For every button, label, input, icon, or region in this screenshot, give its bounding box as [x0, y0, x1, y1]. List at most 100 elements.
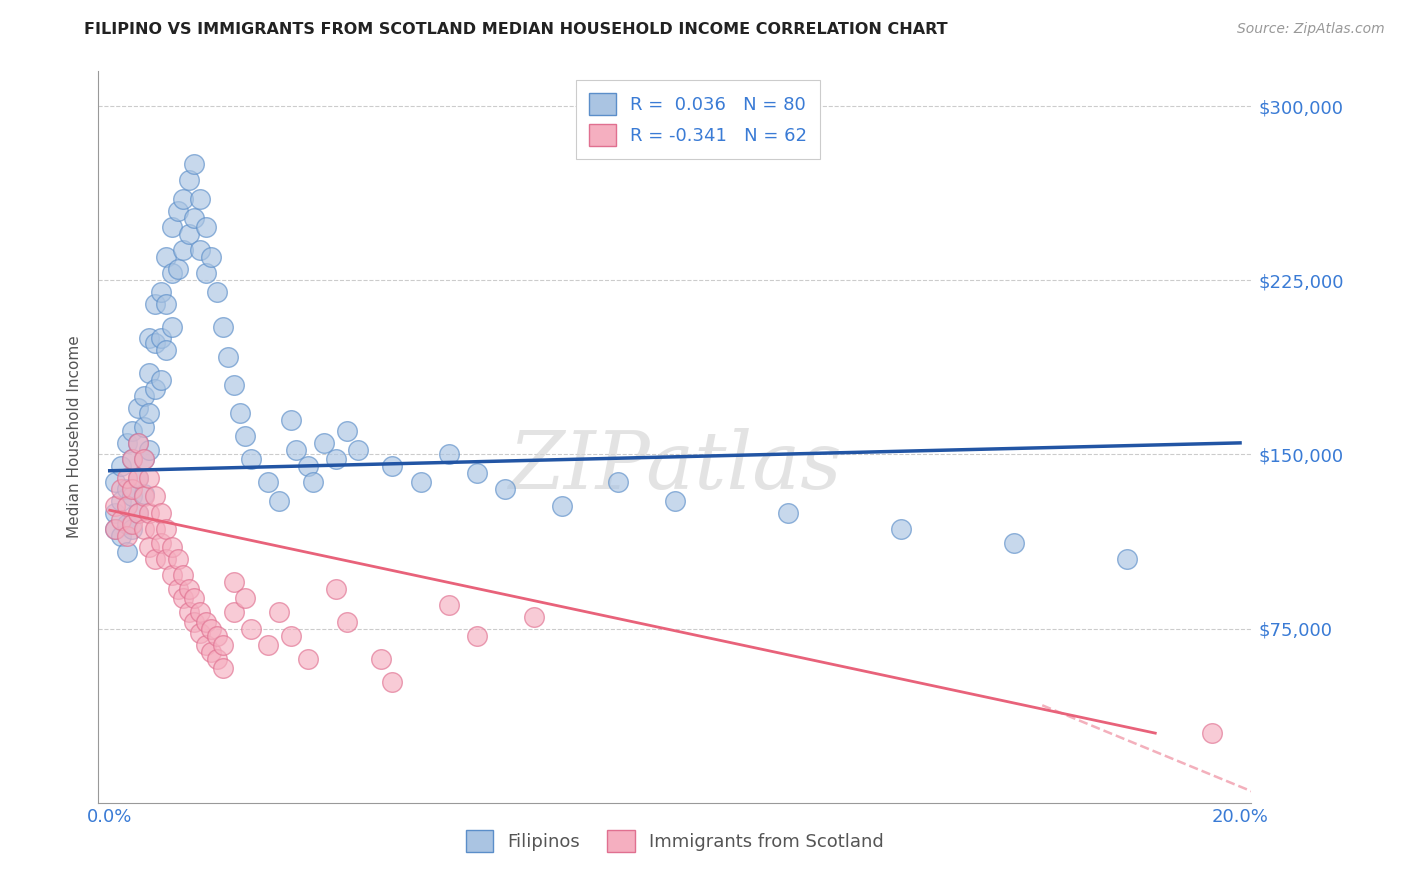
Point — [143, 552, 166, 566]
Point — [127, 436, 149, 450]
Point — [121, 483, 143, 497]
Point — [110, 459, 132, 474]
Point — [607, 475, 630, 490]
Point — [138, 366, 160, 380]
Point — [132, 452, 155, 467]
Point — [166, 203, 188, 218]
Text: Source: ZipAtlas.com: Source: ZipAtlas.com — [1237, 22, 1385, 37]
Point — [127, 506, 149, 520]
Point — [143, 522, 166, 536]
Point — [336, 615, 359, 629]
Point — [160, 541, 183, 555]
Point — [138, 331, 160, 345]
Point — [155, 343, 177, 357]
Point — [240, 622, 263, 636]
Point — [336, 424, 359, 438]
Point — [121, 452, 143, 467]
Point — [104, 499, 127, 513]
Point — [200, 622, 222, 636]
Point — [437, 599, 460, 613]
Point — [205, 285, 228, 299]
Point — [370, 652, 392, 666]
Point — [110, 494, 132, 508]
Point — [104, 475, 127, 490]
Point — [551, 499, 574, 513]
Point — [297, 459, 319, 474]
Point — [127, 506, 149, 520]
Point — [1002, 535, 1025, 549]
Point — [222, 377, 245, 392]
Point — [160, 319, 183, 334]
Point — [132, 489, 155, 503]
Point — [211, 319, 233, 334]
Point — [166, 582, 188, 597]
Point — [127, 436, 149, 450]
Point — [132, 419, 155, 434]
Point — [188, 192, 211, 206]
Point — [115, 436, 138, 450]
Point — [121, 522, 143, 536]
Point — [121, 424, 143, 438]
Point — [211, 661, 233, 675]
Point — [115, 529, 138, 543]
Point — [166, 261, 188, 276]
Legend: Filipinos, Immigrants from Scotland: Filipinos, Immigrants from Scotland — [458, 823, 891, 860]
Point — [183, 591, 205, 606]
Point — [143, 296, 166, 310]
Point — [104, 522, 127, 536]
Point — [285, 442, 308, 457]
Point — [240, 452, 263, 467]
Point — [160, 568, 183, 582]
Point — [235, 429, 257, 443]
Point — [177, 606, 200, 620]
Point — [172, 591, 194, 606]
Point — [222, 606, 245, 620]
Point — [523, 610, 546, 624]
Point — [155, 296, 177, 310]
Point — [115, 499, 138, 513]
Point — [465, 629, 488, 643]
Point — [177, 582, 200, 597]
Point — [160, 219, 183, 234]
Point — [121, 452, 143, 467]
Point — [132, 522, 155, 536]
Point — [381, 459, 404, 474]
Point — [132, 452, 155, 467]
Point — [280, 629, 302, 643]
Point — [138, 442, 160, 457]
Point — [205, 652, 228, 666]
Point — [325, 452, 347, 467]
Point — [235, 591, 257, 606]
Point — [200, 645, 222, 659]
Point — [890, 522, 912, 536]
Text: FILIPINO VS IMMIGRANTS FROM SCOTLAND MEDIAN HOUSEHOLD INCOME CORRELATION CHART: FILIPINO VS IMMIGRANTS FROM SCOTLAND MED… — [84, 22, 948, 37]
Point — [132, 389, 155, 403]
Point — [127, 471, 149, 485]
Point — [257, 475, 280, 490]
Point — [172, 243, 194, 257]
Point — [132, 487, 155, 501]
Point — [347, 442, 370, 457]
Point — [183, 211, 205, 225]
Point — [172, 568, 194, 582]
Point — [183, 157, 205, 171]
Point — [160, 266, 183, 280]
Point — [115, 483, 138, 497]
Point — [494, 483, 516, 497]
Point — [138, 406, 160, 420]
Point — [776, 506, 799, 520]
Point — [138, 471, 160, 485]
Point — [257, 638, 280, 652]
Point — [217, 350, 239, 364]
Point — [409, 475, 432, 490]
Point — [269, 494, 291, 508]
Point — [149, 535, 172, 549]
Point — [188, 606, 211, 620]
Point — [138, 541, 160, 555]
Point — [222, 575, 245, 590]
Point — [183, 615, 205, 629]
Point — [194, 615, 217, 629]
Point — [149, 373, 172, 387]
Point — [155, 522, 177, 536]
Point — [155, 250, 177, 264]
